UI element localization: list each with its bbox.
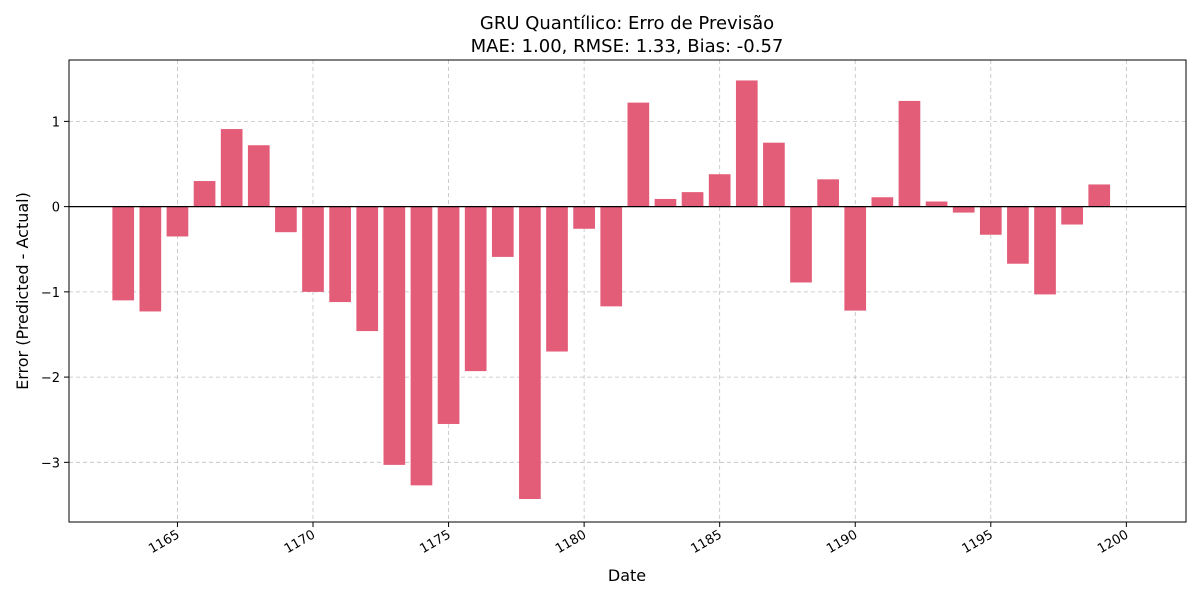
x-tick-label: 1195 — [960, 527, 996, 557]
error-bar — [627, 102, 650, 207]
y-tick-label: 0 — [52, 201, 60, 216]
y-tick-label: −3 — [41, 456, 60, 471]
error-bar — [735, 80, 758, 207]
error-bar — [275, 206, 297, 233]
chart-title: GRU Quantílico: Erro de Previsão — [480, 13, 774, 34]
x-tick-label: 1170 — [282, 527, 318, 557]
error-bar — [519, 206, 541, 499]
x-ticks: 1165 1170 1175 1180 1185 1190 1195 1200 — [146, 522, 1131, 557]
y-ticks: −3 −2 −1 0 1 — [41, 115, 69, 471]
error-bar — [898, 100, 921, 207]
y-tick-label: 1 — [52, 115, 60, 130]
error-bar — [220, 129, 243, 207]
error-bar — [573, 206, 595, 229]
error-bar — [437, 206, 460, 424]
error-bar — [654, 198, 677, 207]
x-tick-label: 1190 — [824, 527, 860, 557]
error-bar — [383, 206, 406, 465]
plot-frame — [68, 59, 1187, 523]
error-bar — [979, 206, 1002, 235]
x-tick-label: 1165 — [146, 527, 182, 557]
error-bar — [491, 206, 514, 257]
x-tick-label: 1175 — [417, 527, 453, 557]
error-bar — [1007, 206, 1029, 264]
error-bar — [329, 206, 351, 303]
bars — [112, 80, 1111, 499]
x-tick-label: 1200 — [1095, 527, 1131, 557]
error-bar — [1088, 184, 1111, 207]
error-bar — [952, 206, 975, 213]
error-bar — [817, 179, 839, 207]
error-bar — [1034, 206, 1056, 295]
y-axis-label: Error (Predicted - Actual) — [13, 192, 32, 390]
error-bar — [763, 142, 785, 207]
y-tick-label: −1 — [41, 286, 60, 301]
error-bar — [546, 206, 568, 352]
x-tick-label: 1180 — [553, 527, 589, 557]
error-bar — [681, 192, 704, 207]
chart-subtitle: MAE: 1.00, RMSE: 1.33, Bias: -0.57 — [471, 36, 784, 57]
x-axis-label: Date — [608, 566, 646, 585]
error-bar — [410, 206, 433, 486]
error-bar — [356, 206, 379, 332]
error-bar — [600, 206, 623, 307]
error-bar — [1061, 206, 1083, 225]
error-bar — [139, 206, 162, 312]
error-bar — [166, 206, 189, 237]
error-bar — [464, 206, 487, 372]
error-bar — [193, 181, 216, 207]
error-bar — [844, 206, 867, 311]
error-bar — [112, 206, 135, 301]
error-bar — [790, 206, 812, 283]
error-bar — [302, 206, 324, 292]
error-bar — [247, 145, 270, 207]
error-bar — [708, 174, 731, 207]
y-tick-label: −2 — [41, 371, 60, 386]
error-bar — [871, 197, 894, 207]
x-tick-label: 1185 — [689, 527, 725, 557]
error-bar — [925, 201, 948, 207]
